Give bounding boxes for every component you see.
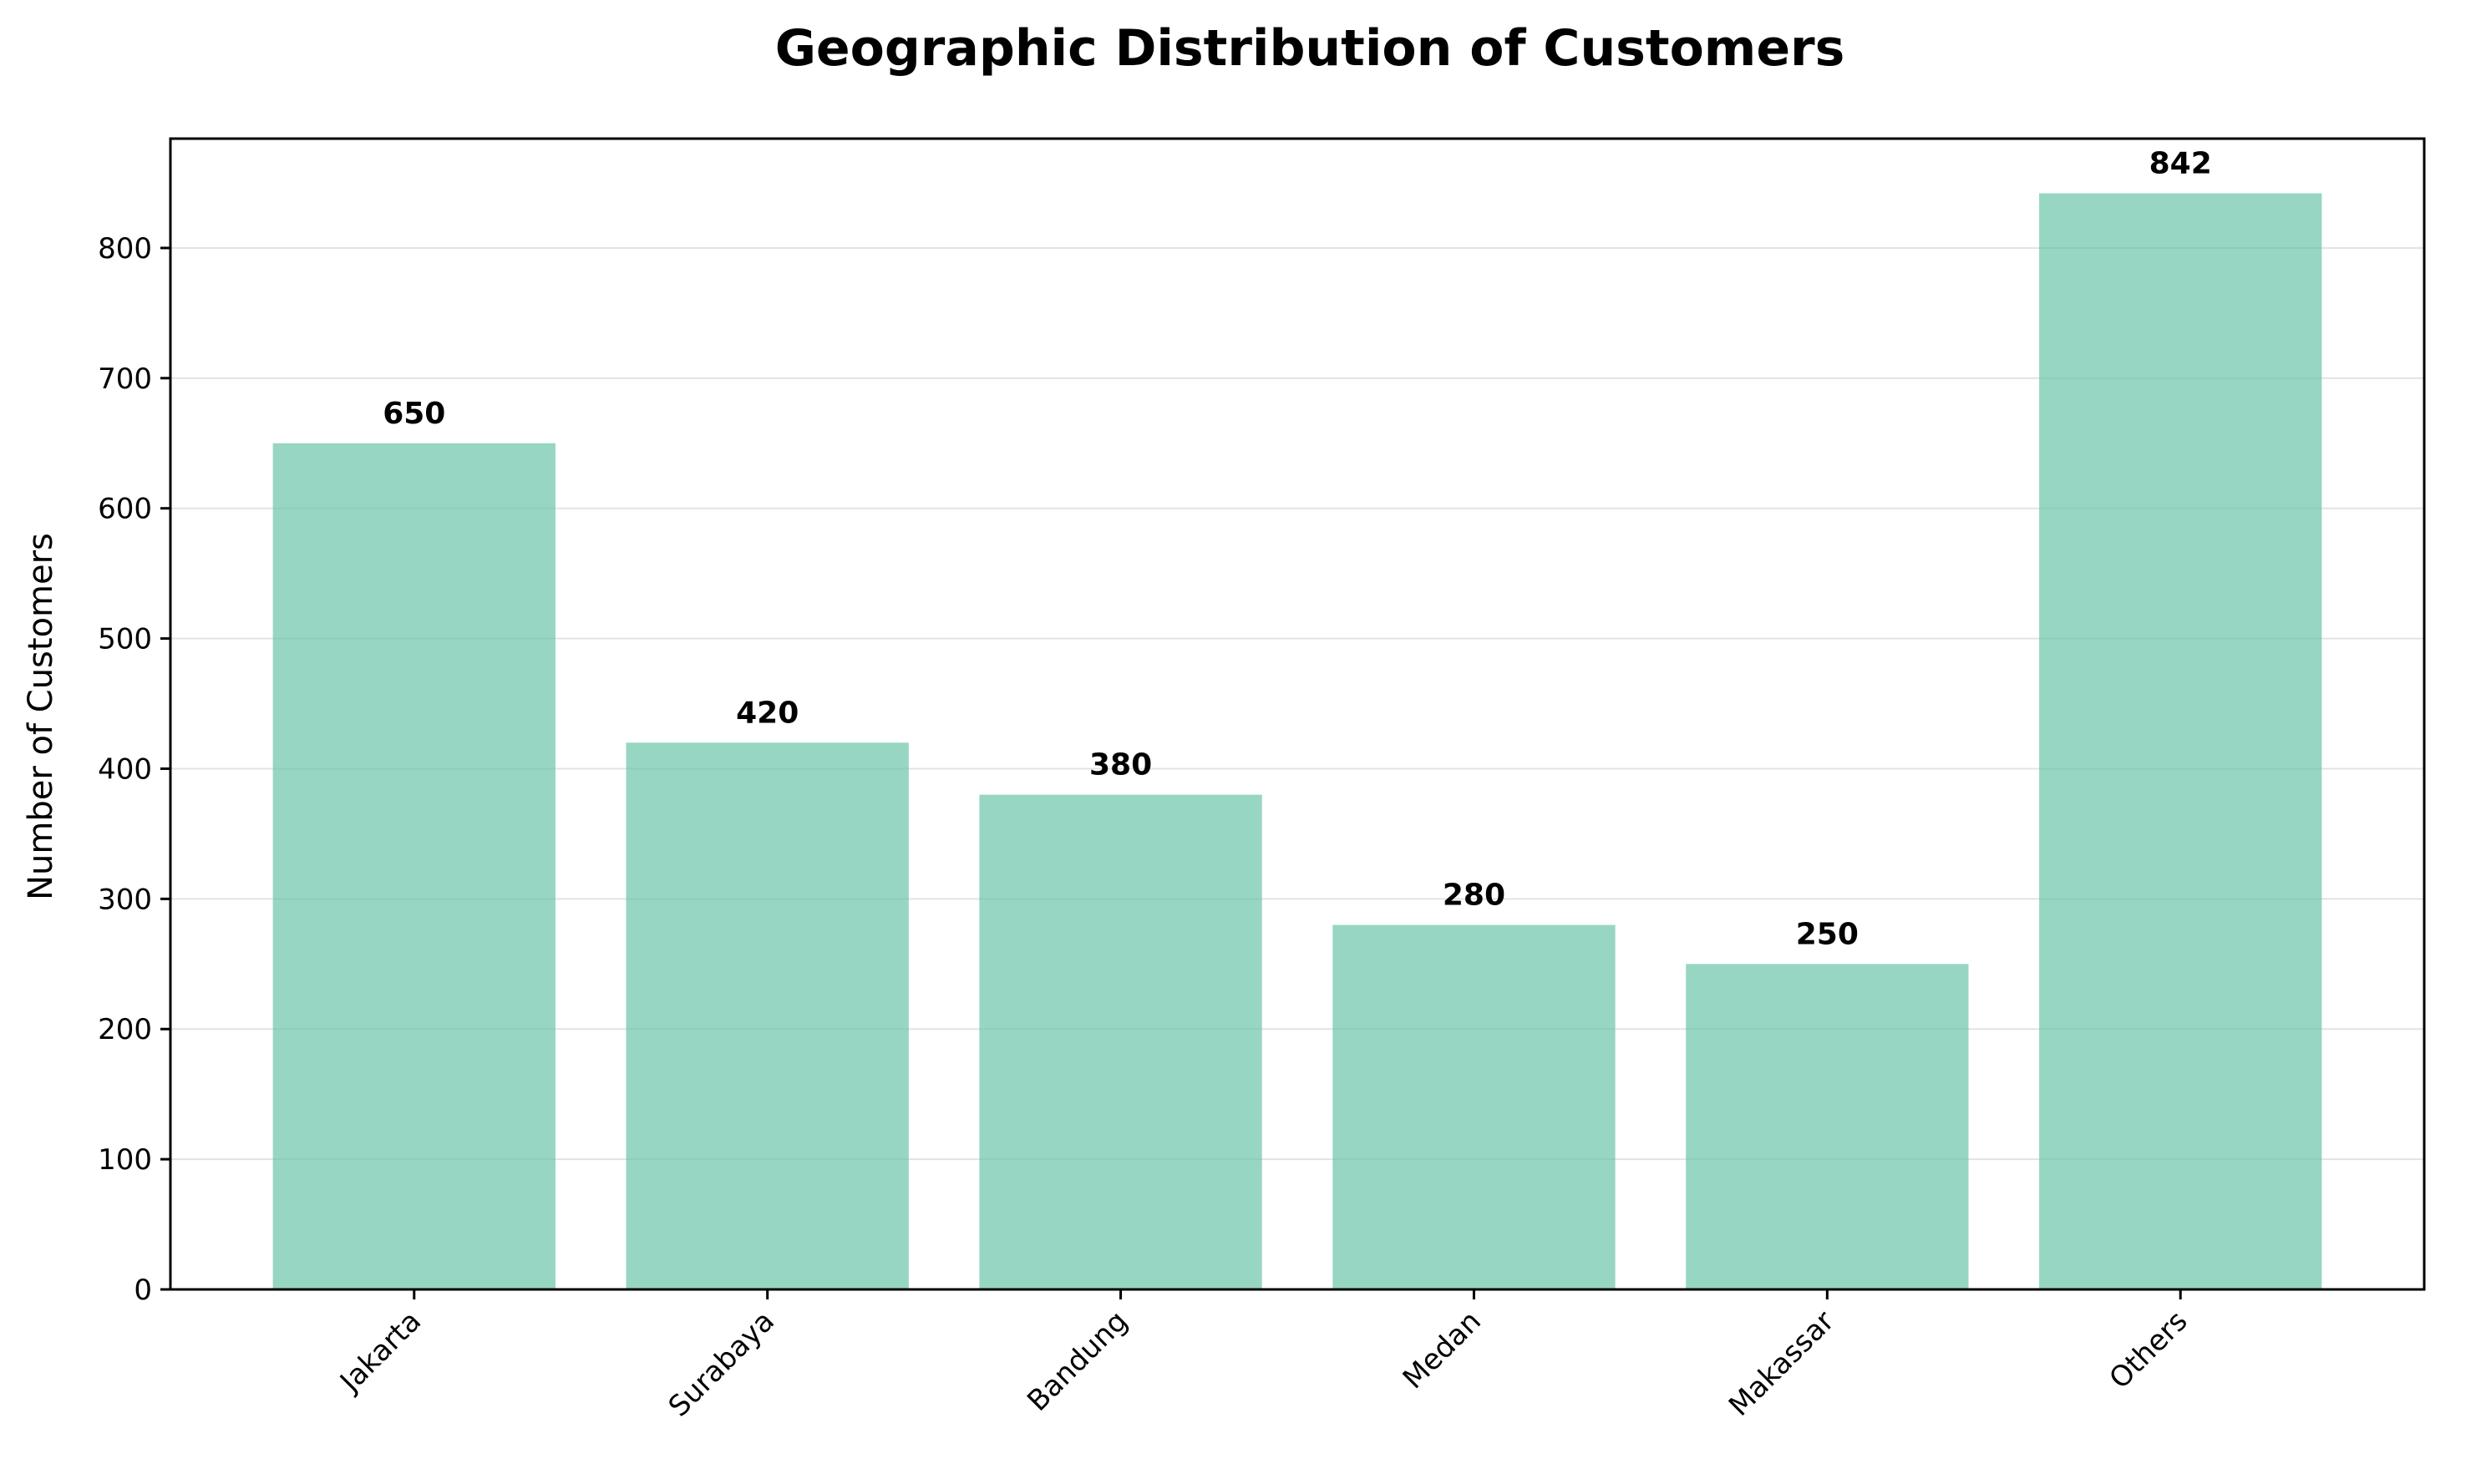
y-axis-label: Number of Customers bbox=[22, 533, 60, 900]
y-tick-label: 300 bbox=[98, 883, 152, 916]
bar-bandung bbox=[979, 794, 1262, 1289]
x-axis-ticks: Jakarta Surabaya Bandung Medan Makassar Other… bbox=[332, 1289, 2194, 1423]
x-tick-label-bandung: Bandung bbox=[1021, 1304, 1134, 1418]
x-tick-label-others: Others bbox=[2103, 1304, 2194, 1395]
x-tick-label-surabaya: Surabaya bbox=[662, 1304, 781, 1423]
value-labels: 650 420 380 280 250 842 bbox=[383, 146, 2212, 951]
value-label-jakarta: 650 bbox=[383, 397, 445, 431]
bars bbox=[272, 193, 2322, 1289]
bar-others bbox=[2039, 193, 2322, 1289]
y-tick-label: 200 bbox=[98, 1013, 152, 1046]
bar-jakarta bbox=[272, 443, 556, 1289]
y-tick-label: 500 bbox=[98, 623, 152, 656]
value-label-bandung: 380 bbox=[1089, 748, 1152, 783]
y-tick-label: 800 bbox=[98, 232, 152, 266]
y-tick-label: 600 bbox=[98, 493, 152, 526]
bar-medan bbox=[1332, 924, 1616, 1289]
y-tick-label: 0 bbox=[134, 1274, 152, 1307]
value-label-surabaya: 420 bbox=[736, 696, 799, 730]
y-tick-label: 100 bbox=[98, 1143, 152, 1177]
x-tick-label-medan: Medan bbox=[1397, 1304, 1488, 1395]
bar-surabaya bbox=[626, 742, 909, 1289]
bar-makassar bbox=[1686, 964, 1969, 1289]
x-tick-label-jakarta: Jakarta bbox=[332, 1304, 428, 1400]
value-label-makassar: 250 bbox=[1796, 917, 1859, 951]
y-tick-label: 700 bbox=[98, 362, 152, 396]
value-label-others: 842 bbox=[2149, 146, 2212, 180]
plot-area-frame bbox=[169, 137, 2426, 1291]
chart-title: Geographic Distribution of Customers bbox=[775, 19, 1845, 78]
value-label-medan: 280 bbox=[1443, 879, 1505, 913]
y-axis-ticks: 0 100 200 300 400 500 600 700 800 bbox=[98, 232, 170, 1307]
y-tick-label: 400 bbox=[98, 752, 152, 786]
x-tick-label-makassar: Makassar bbox=[1723, 1304, 1841, 1423]
